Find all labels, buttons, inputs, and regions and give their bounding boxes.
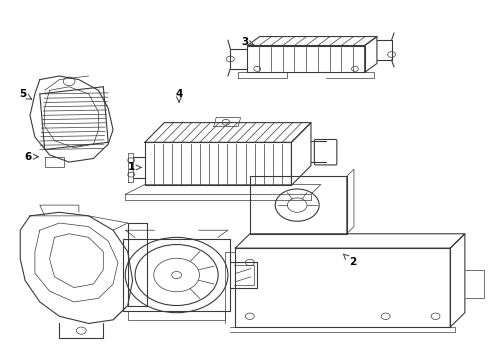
Text: 5: 5 <box>19 89 32 99</box>
Text: 3: 3 <box>242 37 254 47</box>
Text: 2: 2 <box>343 254 356 267</box>
Text: 4: 4 <box>175 89 183 102</box>
Text: 1: 1 <box>128 162 141 172</box>
Text: 6: 6 <box>24 152 38 162</box>
